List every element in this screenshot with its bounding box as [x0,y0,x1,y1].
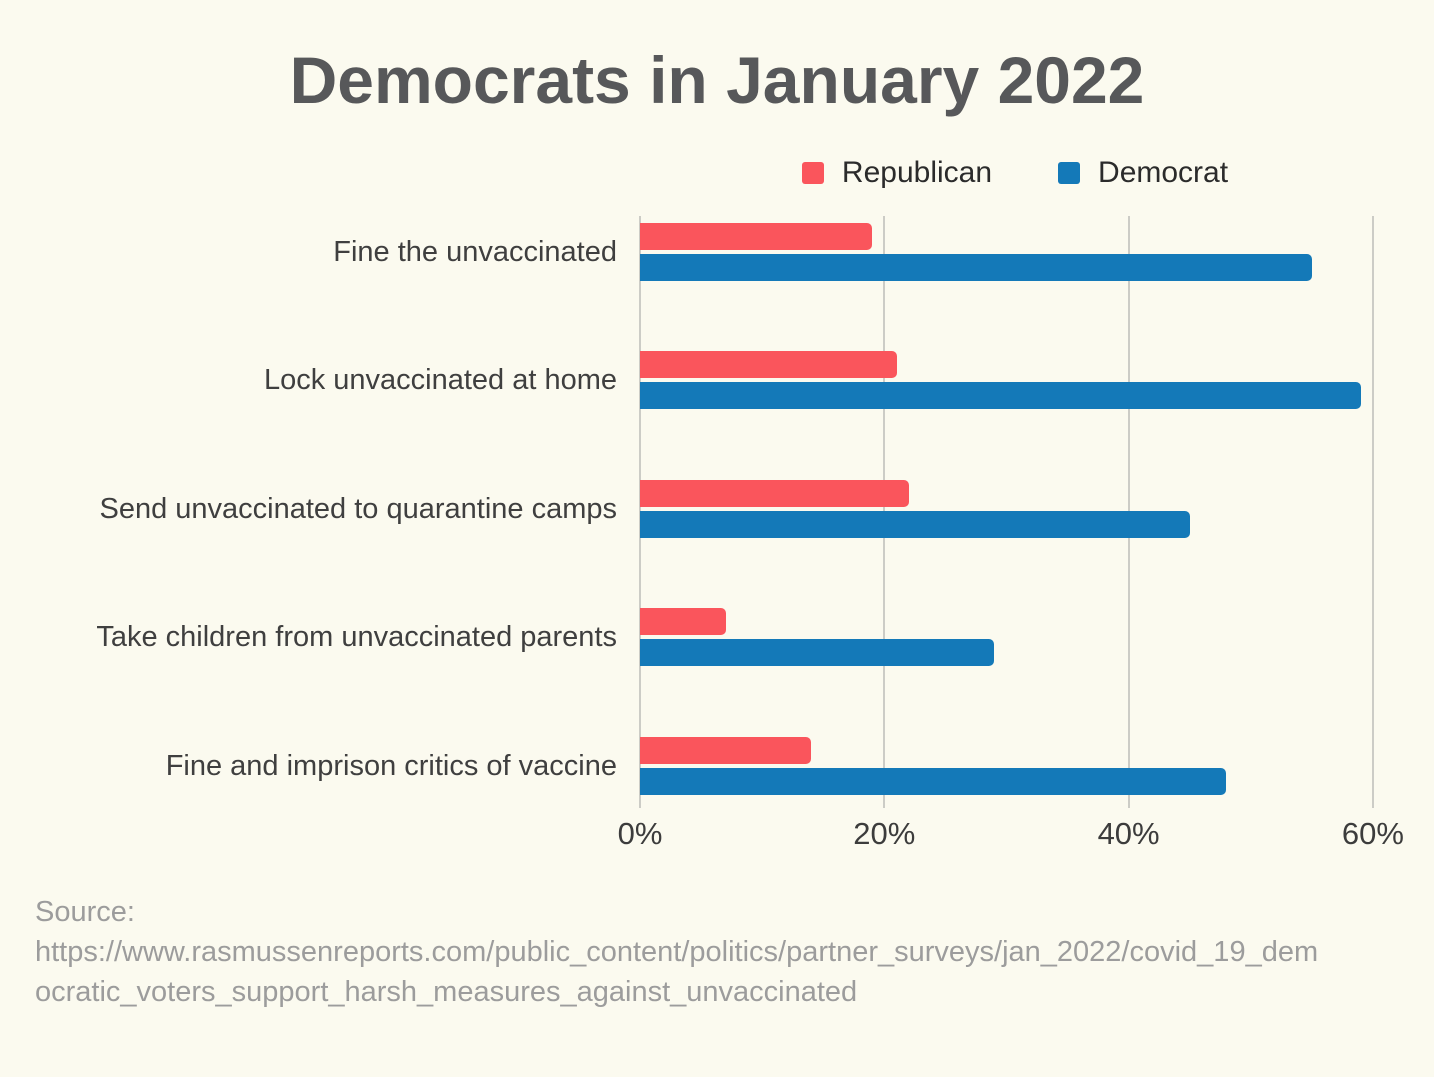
legend: Republican Democrat [640,156,1390,190]
bar-chart: Fine the unvaccinated Lock unvaccinated a… [0,216,1390,808]
bar-republican [640,608,726,636]
bar-republican [640,736,811,764]
plot-area [639,216,1390,808]
bar-group [640,608,1390,667]
bar-democrat [640,253,1312,281]
bar-democrat [640,639,995,667]
category-label: Send unvaccinated to quarantine camps [99,492,617,525]
x-tick-label: 20% [853,816,916,851]
chart-title: Democrats in January 2022 [289,43,1145,117]
bar-democrat [640,767,1227,795]
bar-group [640,222,1390,281]
source-label: Source: [35,896,135,928]
source-note: Source: https://www.rasmussenreports.com… [35,892,1415,1012]
legend-item-democrat: Democrat [1058,156,1228,190]
bar-democrat [640,382,1361,410]
gridline [1371,216,1374,808]
x-tick-label: 0% [617,816,663,851]
x-axis: 0% 20% 40% 60% [618,808,1404,854]
legend-item-republican: Republican [801,156,993,190]
bar-group [640,351,1390,410]
legend-label: Republican [841,156,993,189]
legend-swatch-icon [1058,162,1081,184]
category-label: Fine and imprison critics of vaccine [165,749,617,782]
bar-republican [640,351,897,379]
source-url-line: ocratic_voters_support_harsh_measures_ag… [35,976,858,1008]
bar-democrat [640,510,1190,538]
legend-label: Democrat [1098,156,1229,189]
source-url-line: https://www.rasmussenreports.com/public_… [35,936,1319,968]
legend-swatch-icon [801,162,824,184]
x-tick-label: 40% [1097,816,1160,851]
bar-group [640,736,1390,795]
category-label: Fine the unvaccinated [333,235,617,268]
category-label: Take children from unvaccinated parents [96,621,617,654]
category-labels: Fine the unvaccinated Lock unvaccinated a… [0,216,617,808]
category-label: Lock unvaccinated at home [263,364,617,397]
x-tick-label: 60% [1341,816,1404,851]
bar-republican [640,479,909,507]
bar-republican [640,222,873,250]
bar-group [640,479,1390,538]
